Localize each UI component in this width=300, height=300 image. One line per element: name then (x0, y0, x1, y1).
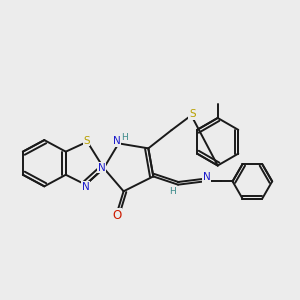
Text: H: H (169, 188, 176, 196)
Text: H: H (121, 133, 128, 142)
Text: O: O (112, 209, 122, 222)
Text: N: N (203, 172, 211, 182)
Text: N: N (98, 163, 105, 172)
Text: S: S (189, 109, 196, 119)
Text: N: N (82, 182, 89, 192)
Text: N: N (113, 136, 121, 146)
Text: S: S (83, 136, 90, 146)
